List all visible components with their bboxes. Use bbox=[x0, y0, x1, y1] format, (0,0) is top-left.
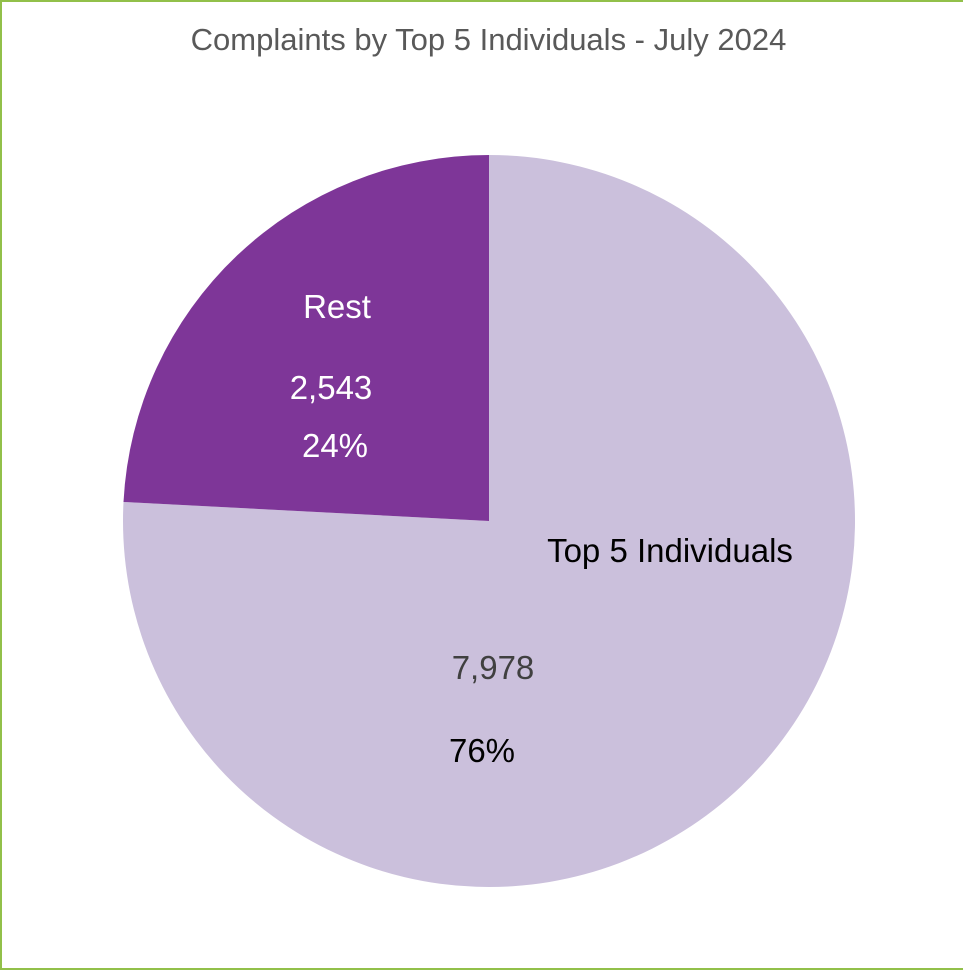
slice-percent-rest: 24% bbox=[302, 427, 368, 464]
slice-label-rest: Rest bbox=[303, 288, 371, 325]
pie-slice-rest bbox=[123, 155, 489, 521]
slice-percent-top-5-individuals: 76% bbox=[449, 732, 515, 769]
slice-value-rest: 2,543 bbox=[290, 369, 373, 406]
pie-slice-top-5-individuals bbox=[123, 155, 856, 888]
slice-value-top-5-individuals: 7,978 bbox=[452, 649, 535, 686]
slice-label-top-5-individuals: Top 5 Individuals bbox=[547, 532, 793, 569]
chart-title: Complaints by Top 5 Individuals - July 2… bbox=[190, 22, 787, 57]
